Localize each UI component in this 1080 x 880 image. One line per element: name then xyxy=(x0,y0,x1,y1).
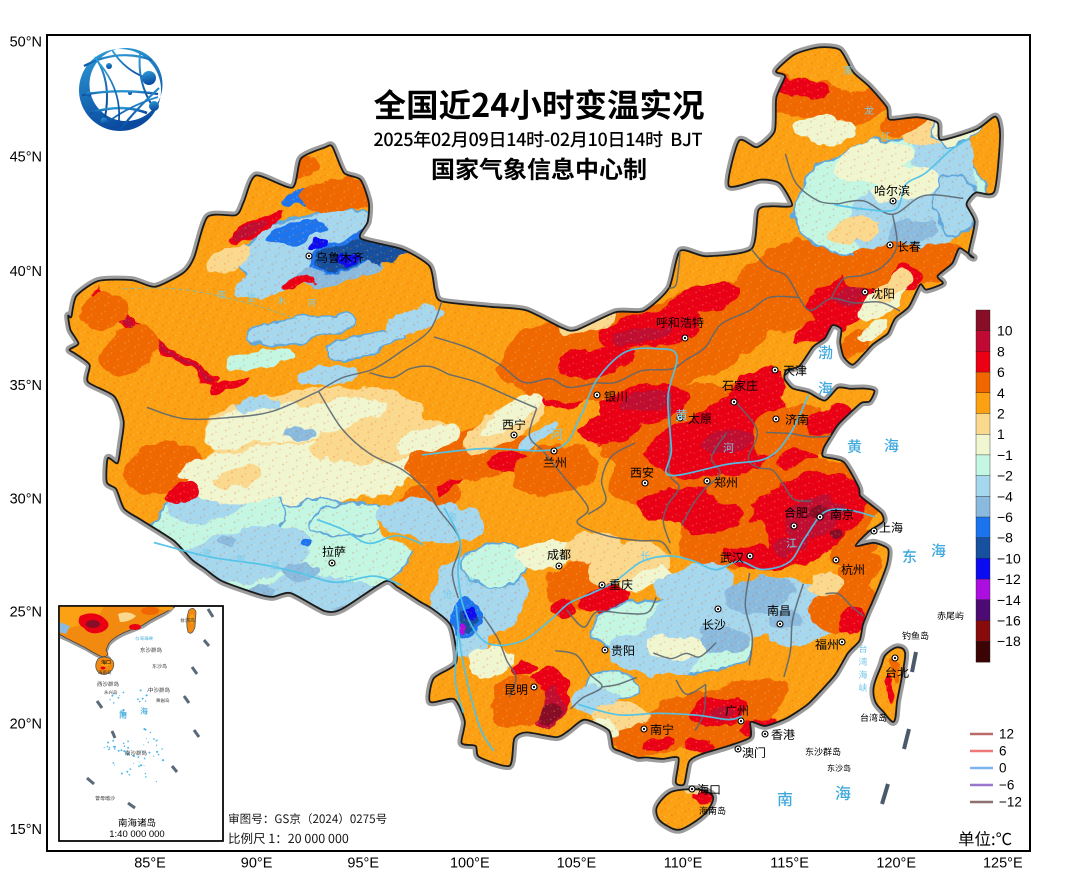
svg-text:−6: −6 xyxy=(999,778,1014,793)
svg-text:−1: −1 xyxy=(997,447,1013,463)
svg-text:45°N: 45°N xyxy=(10,150,42,166)
svg-text:20°N: 20°N xyxy=(10,717,42,733)
svg-text:1:40 000 000: 1:40 000 000 xyxy=(109,829,164,840)
svg-text:6: 6 xyxy=(997,364,1005,380)
svg-text:1: 1 xyxy=(997,426,1005,442)
svg-text:4: 4 xyxy=(997,385,1005,401)
svg-text:40°N: 40°N xyxy=(10,264,42,280)
svg-text:−12: −12 xyxy=(999,795,1022,810)
svg-text:−12: −12 xyxy=(997,571,1021,587)
svg-text:25°N: 25°N xyxy=(10,605,42,621)
svg-text:−16: −16 xyxy=(997,613,1021,629)
svg-text:35°N: 35°N xyxy=(10,378,42,394)
svg-text:0: 0 xyxy=(999,761,1007,776)
svg-text:100°E: 100°E xyxy=(450,856,490,872)
svg-text:−2: −2 xyxy=(997,468,1013,484)
svg-text:110°E: 110°E xyxy=(664,856,703,872)
svg-text:15°N: 15°N xyxy=(10,822,42,838)
svg-text:−18: −18 xyxy=(997,633,1021,649)
svg-text:115°E: 115°E xyxy=(770,856,809,872)
svg-text:−6: −6 xyxy=(997,509,1013,525)
svg-text:2: 2 xyxy=(997,406,1005,422)
svg-text:85°E: 85°E xyxy=(134,856,166,872)
svg-text:8: 8 xyxy=(997,343,1005,359)
svg-text:50°N: 50°N xyxy=(10,35,42,51)
svg-text:−4: −4 xyxy=(997,488,1013,504)
svg-text:−14: −14 xyxy=(997,592,1021,608)
svg-text:125°E: 125°E xyxy=(983,856,1023,872)
svg-text:12: 12 xyxy=(999,727,1014,742)
svg-text:−10: −10 xyxy=(997,550,1021,566)
svg-text:95°E: 95°E xyxy=(347,856,379,872)
svg-text:−8: −8 xyxy=(997,530,1013,546)
svg-text:90°E: 90°E xyxy=(241,856,273,872)
svg-text:10: 10 xyxy=(997,323,1013,339)
svg-text:105°E: 105°E xyxy=(557,856,597,872)
svg-text:30°N: 30°N xyxy=(10,492,42,508)
svg-text:6: 6 xyxy=(999,744,1007,759)
svg-text:120°E: 120°E xyxy=(876,856,916,872)
